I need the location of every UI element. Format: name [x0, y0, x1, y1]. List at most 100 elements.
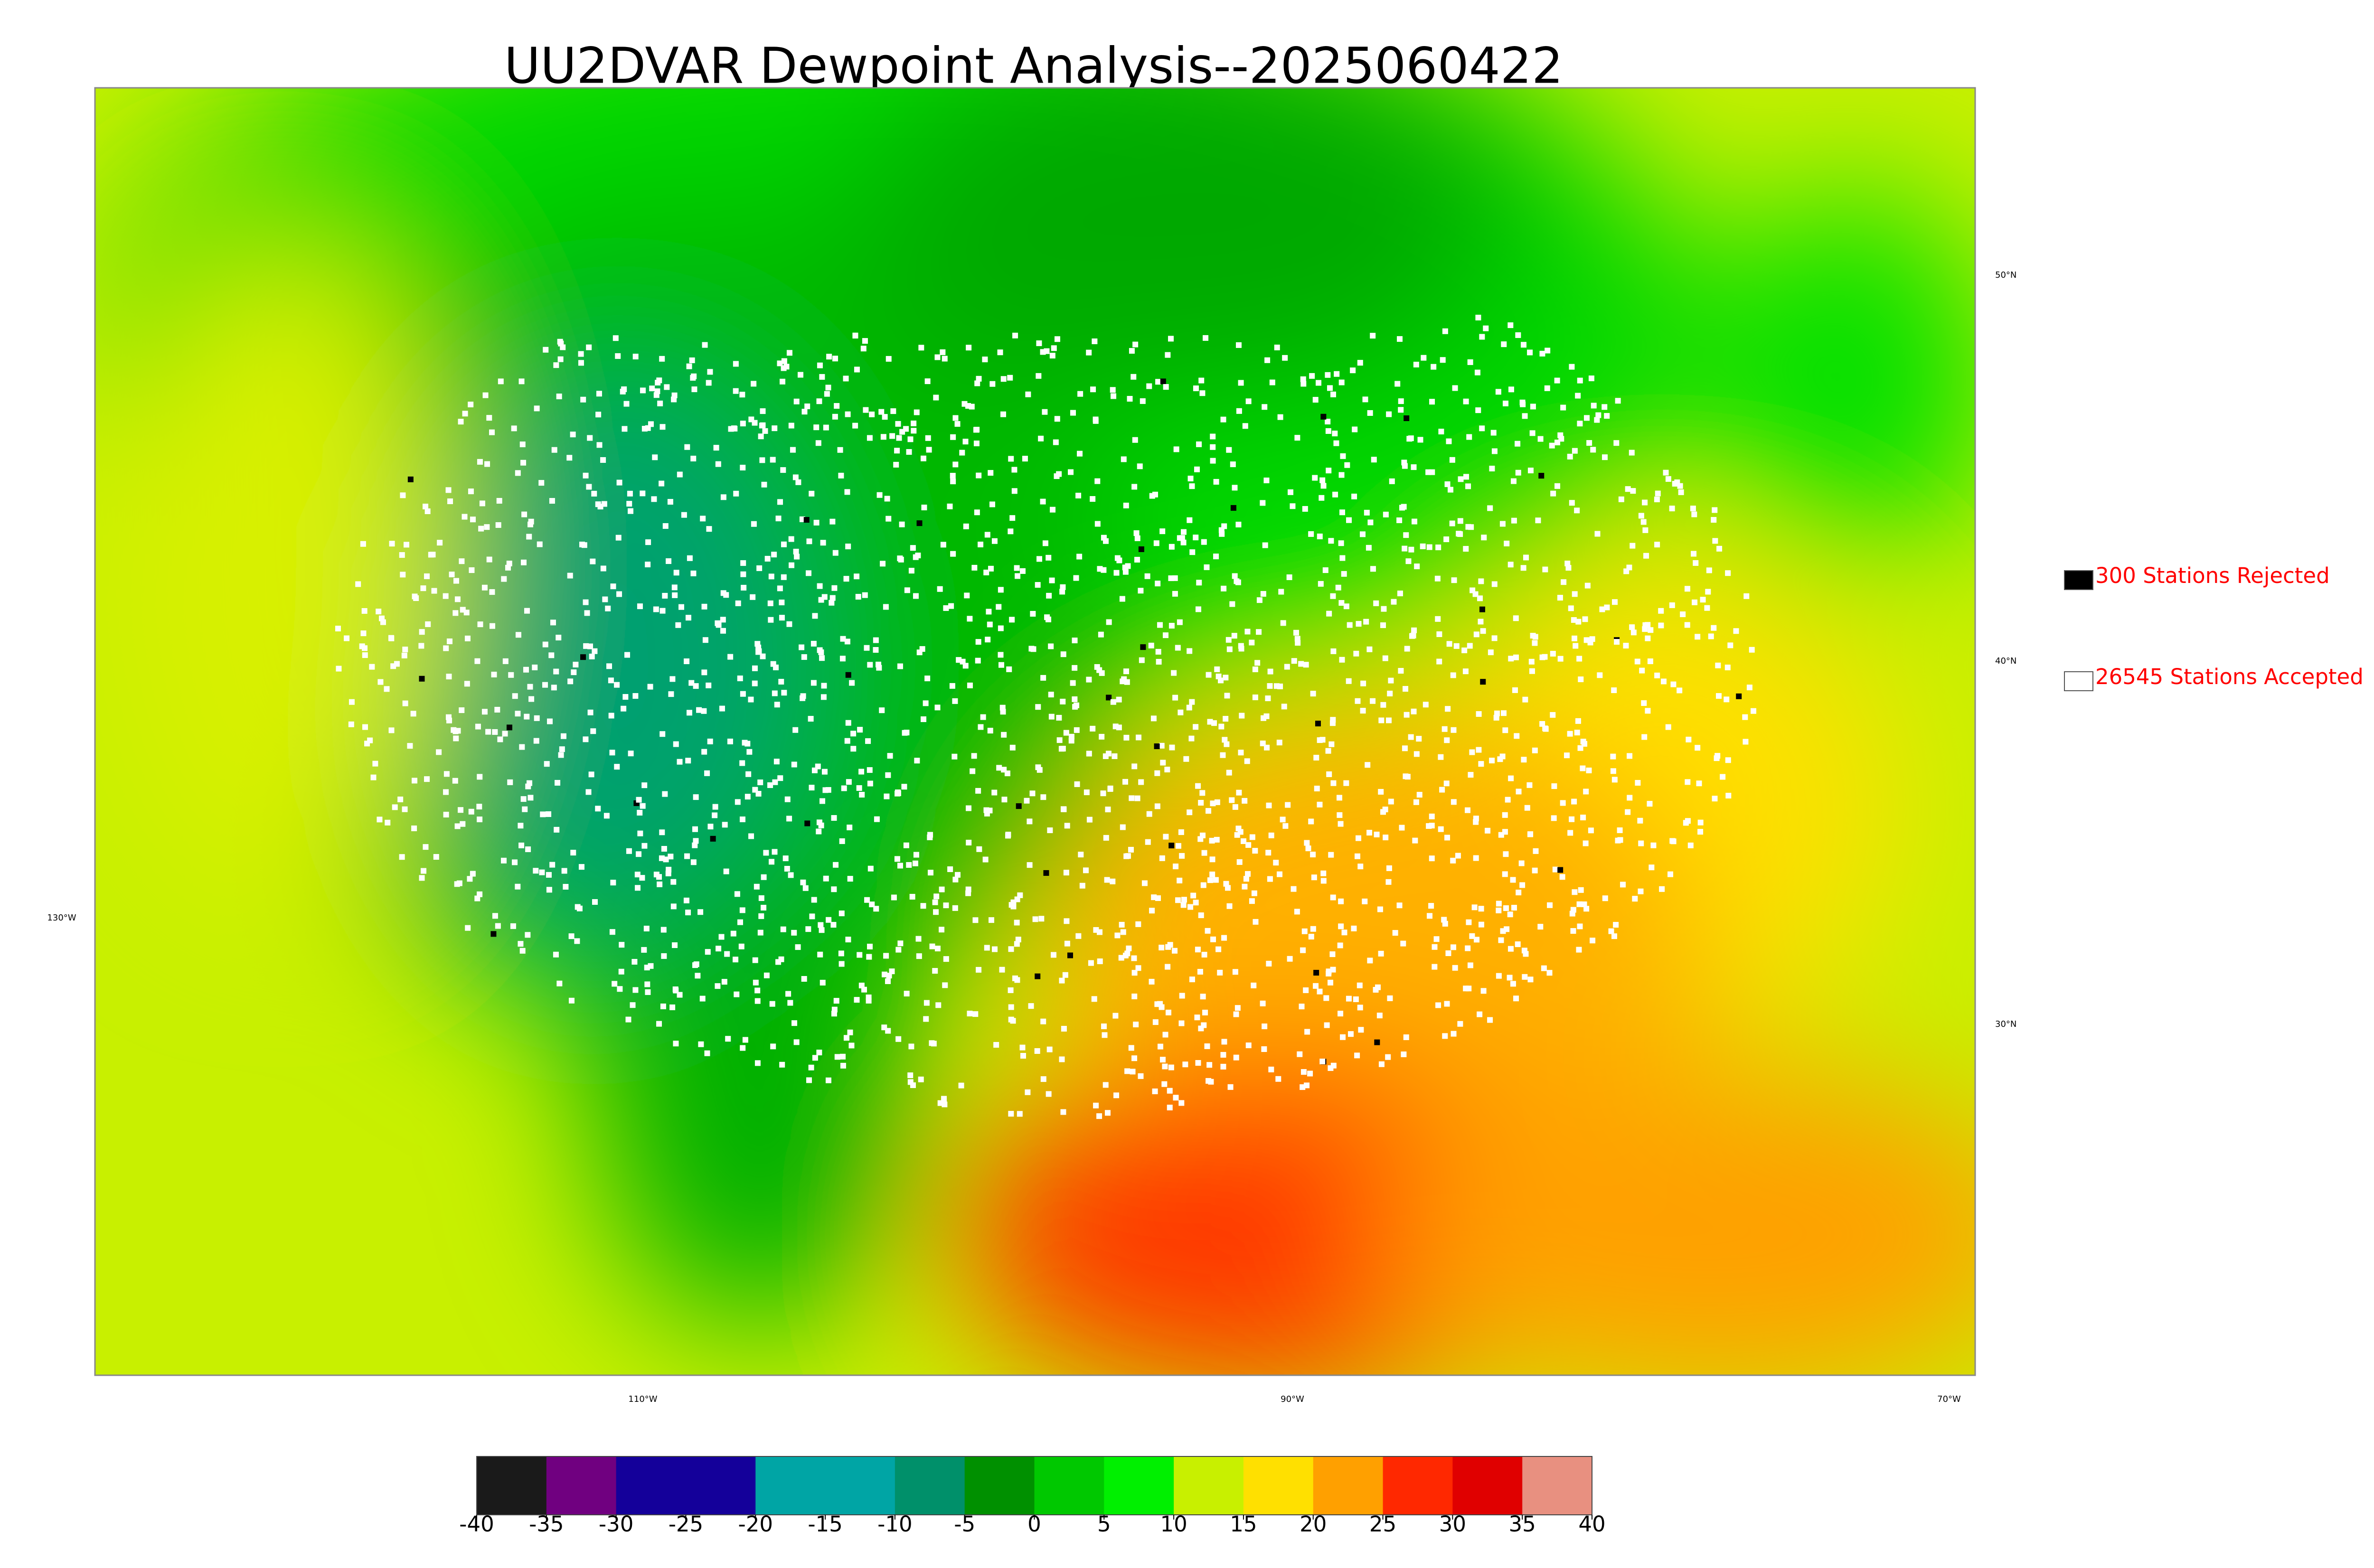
station	[549, 498, 555, 504]
station	[1400, 941, 1406, 947]
station	[1308, 818, 1314, 824]
station	[966, 806, 971, 811]
station	[1695, 745, 1700, 751]
station	[1338, 923, 1344, 929]
station	[1353, 651, 1359, 657]
station	[865, 738, 871, 744]
station	[1444, 1001, 1450, 1007]
station	[424, 573, 430, 579]
station	[1578, 676, 1583, 682]
station	[1411, 709, 1417, 714]
station	[1304, 1082, 1309, 1088]
station	[1602, 895, 1608, 901]
station	[1743, 593, 1749, 599]
station	[801, 654, 807, 660]
station	[595, 806, 601, 811]
station	[586, 484, 592, 489]
station	[1007, 375, 1013, 381]
station	[1725, 793, 1731, 798]
station	[1027, 862, 1033, 868]
station	[1181, 540, 1187, 545]
station	[1580, 815, 1586, 820]
station	[1695, 634, 1700, 639]
station	[518, 823, 523, 828]
station	[570, 432, 576, 437]
station	[1366, 545, 1372, 551]
station	[1287, 574, 1292, 580]
station	[362, 608, 367, 614]
station	[1198, 378, 1204, 384]
station	[770, 1001, 775, 1007]
station	[1586, 768, 1592, 773]
station	[1060, 1109, 1066, 1115]
station	[512, 693, 518, 699]
station	[511, 425, 517, 431]
station	[625, 1017, 631, 1023]
station	[740, 691, 746, 697]
station	[991, 790, 997, 796]
station	[740, 817, 745, 822]
station	[701, 749, 707, 755]
station	[1521, 565, 1526, 571]
station	[482, 709, 488, 714]
station	[645, 539, 651, 545]
station	[1538, 436, 1544, 442]
station	[489, 430, 495, 435]
station	[490, 931, 496, 937]
station	[748, 697, 754, 703]
station	[684, 444, 690, 450]
station	[1001, 376, 1007, 382]
station	[1244, 876, 1249, 882]
station	[1560, 874, 1565, 880]
station	[1691, 551, 1696, 557]
station	[950, 683, 955, 689]
station	[483, 393, 489, 398]
station	[1511, 905, 1517, 911]
station	[752, 681, 758, 686]
station	[1088, 960, 1094, 966]
station	[583, 643, 589, 649]
station	[1098, 632, 1104, 638]
station	[492, 729, 498, 735]
station	[1380, 702, 1386, 708]
station	[715, 620, 720, 626]
station	[465, 636, 471, 641]
station	[1325, 372, 1330, 378]
station	[648, 421, 654, 427]
station	[1281, 620, 1286, 626]
station	[843, 376, 849, 381]
station	[467, 876, 472, 882]
station	[943, 902, 949, 908]
station	[800, 880, 806, 885]
station	[1167, 1088, 1173, 1094]
station	[1474, 937, 1479, 942]
station	[882, 972, 887, 977]
station	[433, 854, 439, 860]
station	[882, 414, 888, 420]
station	[923, 1016, 929, 1022]
station	[1588, 827, 1594, 833]
station	[819, 597, 824, 603]
station	[939, 887, 945, 892]
station	[967, 683, 973, 688]
station	[1591, 403, 1597, 408]
station	[1542, 654, 1547, 660]
station	[1431, 364, 1436, 370]
station	[640, 387, 646, 393]
station	[687, 364, 692, 369]
station	[786, 621, 792, 627]
station	[635, 885, 641, 891]
station	[1671, 838, 1677, 844]
station	[740, 560, 746, 566]
station	[1309, 373, 1315, 379]
station	[798, 372, 803, 378]
station	[1301, 1069, 1307, 1075]
station	[895, 790, 901, 796]
station	[1293, 630, 1299, 636]
station	[1087, 817, 1093, 823]
station	[999, 662, 1004, 668]
station	[1135, 796, 1140, 801]
station	[1545, 347, 1550, 353]
station	[1452, 385, 1458, 391]
station	[774, 759, 780, 764]
